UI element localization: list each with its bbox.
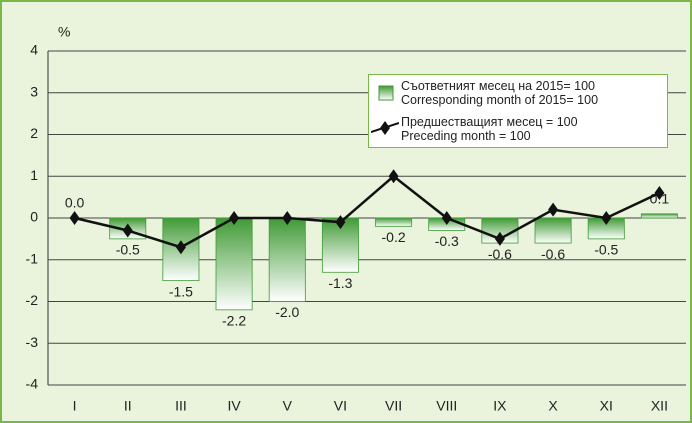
x-tick-label: IV	[227, 398, 241, 414]
marker	[175, 240, 186, 255]
y-tick-label: -2	[26, 292, 39, 308]
y-tick-label: 1	[30, 167, 38, 183]
data-label: -0.2	[382, 229, 406, 245]
y-tick-label: 3	[30, 83, 38, 99]
legend-box	[378, 85, 394, 101]
bar	[375, 217, 413, 227]
data-label: -0.6	[541, 246, 565, 262]
y-tick-label: 0	[30, 209, 38, 225]
data-label: -0.3	[435, 233, 459, 249]
y-tick-label: -3	[26, 334, 39, 350]
x-tick-label: III	[175, 398, 187, 414]
data-label: -2.2	[222, 313, 246, 329]
y-tick-label: 4	[30, 42, 38, 58]
data-label: -0.5	[116, 242, 140, 258]
x-tick-label: X	[548, 398, 558, 414]
x-tick-label: VI	[334, 398, 347, 414]
bar	[215, 217, 253, 311]
data-label: -0.5	[594, 242, 618, 258]
x-tick-label: IX	[493, 398, 507, 414]
marker	[441, 211, 452, 225]
line	[74, 174, 660, 249]
x-tick-label: XII	[651, 398, 668, 414]
y-tick-label: -4	[26, 376, 39, 392]
data-label: -2.0	[275, 304, 299, 320]
marker	[229, 211, 240, 225]
x-tick-label: VII	[385, 398, 402, 414]
data-label: -1.3	[328, 275, 352, 291]
marker	[494, 231, 505, 246]
y-tick-label: -1	[26, 250, 39, 266]
x-tick-label: XI	[600, 398, 613, 414]
marker	[601, 211, 612, 225]
marker	[69, 211, 80, 225]
x-tick-label: V	[283, 398, 293, 414]
x-tick-label: VIII	[436, 398, 457, 414]
marker	[548, 202, 559, 217]
marker	[282, 211, 293, 225]
bar	[534, 217, 572, 244]
legend-swatch	[371, 121, 399, 135]
legend: Съответният месец на 2015= 100 Correspon…	[368, 74, 668, 148]
data-label: 0.0	[65, 195, 85, 211]
marker	[122, 223, 133, 238]
legend-marker	[380, 121, 390, 135]
bar	[268, 217, 306, 302]
data-label: -0.6	[488, 246, 512, 262]
marker	[388, 169, 399, 184]
y-tick-label: 2	[30, 125, 38, 141]
x-tick-label: II	[124, 398, 132, 414]
data-label: -1.5	[169, 283, 193, 299]
legend-label: Съответният месец на 2015= 100 Correspon…	[401, 79, 599, 107]
bar	[640, 213, 678, 219]
bar	[321, 217, 359, 273]
marker	[654, 185, 665, 200]
x-tick-label: I	[73, 398, 77, 414]
marker	[335, 215, 346, 230]
legend-label: Предшестващият месец = 100 Preceding mon…	[401, 115, 578, 143]
y-axis-label: %	[58, 24, 70, 40]
legend-swatch	[378, 85, 394, 101]
